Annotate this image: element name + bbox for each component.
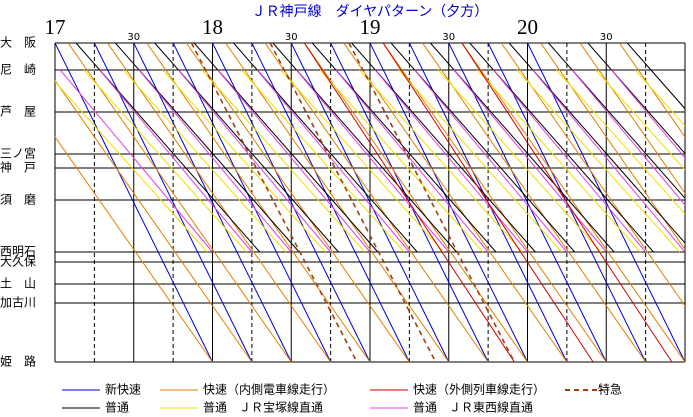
train-line xyxy=(571,69,685,206)
minute-label: 30 xyxy=(442,32,455,43)
hour-label: 20 xyxy=(517,15,538,39)
train-line xyxy=(93,43,253,363)
hour-label: 19 xyxy=(360,15,381,39)
station-label: 大 阪 xyxy=(0,36,36,50)
legend-label: 快速（内側電車線走行） xyxy=(203,382,335,397)
train-line xyxy=(369,43,528,363)
train-line xyxy=(190,43,358,363)
train-line xyxy=(296,69,450,253)
train-line xyxy=(448,43,607,363)
train-line xyxy=(414,69,568,253)
train-line xyxy=(579,43,685,194)
train-line xyxy=(122,69,287,253)
legend-label: 快速（外側列車線走行） xyxy=(413,382,545,397)
train-line xyxy=(516,69,681,253)
train-line xyxy=(55,43,213,363)
train-line xyxy=(437,69,602,253)
station-label: 土 山 xyxy=(0,277,36,291)
train-line xyxy=(55,135,213,363)
train-line xyxy=(212,43,371,363)
train-line xyxy=(453,69,607,253)
station-label: 姫 路 xyxy=(0,354,36,369)
train-line xyxy=(556,69,685,215)
train-line xyxy=(477,69,641,253)
train-line xyxy=(172,43,332,363)
train-line xyxy=(335,69,489,253)
train-line xyxy=(500,43,685,307)
train-line xyxy=(382,43,594,363)
train-line xyxy=(618,43,685,138)
train-line xyxy=(177,69,332,253)
train-line xyxy=(83,69,247,253)
station-label: 大久保 xyxy=(0,255,36,269)
train-line xyxy=(374,69,528,253)
train-line xyxy=(626,43,685,110)
train-line xyxy=(532,69,685,253)
legend-label: 普通 ＪＲ東西線直通 xyxy=(413,400,533,415)
train-line xyxy=(303,43,515,363)
train-line xyxy=(67,43,292,363)
train-line xyxy=(343,43,568,363)
minute-label: 30 xyxy=(600,32,613,43)
title: ＪＲ神戸線 ダイヤパターン（夕方） xyxy=(252,4,489,20)
train-line xyxy=(107,43,332,363)
train-line xyxy=(138,69,292,253)
train-line xyxy=(241,69,405,253)
train-line xyxy=(256,69,410,253)
train-line xyxy=(540,43,685,251)
train-line xyxy=(201,69,366,253)
train-line xyxy=(251,43,410,363)
train-line xyxy=(269,43,437,363)
station-label: 尼 崎 xyxy=(0,63,36,77)
train-line xyxy=(99,69,253,253)
train-line xyxy=(595,69,685,171)
train-line xyxy=(55,80,208,253)
train-line xyxy=(280,69,444,253)
legend-label: 普通 ＪＲ宝塚線直通 xyxy=(203,400,323,415)
train-line xyxy=(527,43,685,363)
train-line xyxy=(359,69,523,253)
train-line xyxy=(382,43,607,363)
train-line xyxy=(319,69,484,253)
station-label: 三ノ宮 xyxy=(0,146,36,161)
train-line xyxy=(422,43,647,363)
hour-label: 18 xyxy=(202,15,223,39)
train-line xyxy=(146,43,371,363)
train-line xyxy=(59,69,213,253)
train-line xyxy=(461,43,685,363)
train-line xyxy=(217,69,371,253)
train-line xyxy=(548,43,685,200)
train-line xyxy=(348,43,516,363)
train-line xyxy=(55,79,253,363)
train-line xyxy=(264,43,489,363)
station-label: 加古川 xyxy=(0,295,36,310)
train-line xyxy=(290,43,450,363)
station-label: 神 戸 xyxy=(0,161,36,175)
station-label: 芦 屋 xyxy=(0,105,36,119)
minute-label: 30 xyxy=(127,32,140,43)
legend-label: 普通 xyxy=(105,401,129,415)
train-line xyxy=(303,43,528,363)
hour-label: 17 xyxy=(45,15,66,39)
minute-label: 30 xyxy=(285,32,298,43)
station-label: 西明石 xyxy=(0,245,36,259)
legend-label: 特急 xyxy=(598,382,622,397)
train-line xyxy=(611,69,685,159)
station-label: 須 磨 xyxy=(0,193,36,207)
train-line xyxy=(225,43,450,363)
train-line xyxy=(162,69,326,253)
legend-label: 新快速 xyxy=(105,382,141,397)
train-line xyxy=(461,43,673,363)
train-line xyxy=(492,69,647,253)
train-line xyxy=(133,43,292,363)
train-line xyxy=(185,43,410,363)
train-line xyxy=(398,69,562,253)
train-line xyxy=(634,69,685,127)
